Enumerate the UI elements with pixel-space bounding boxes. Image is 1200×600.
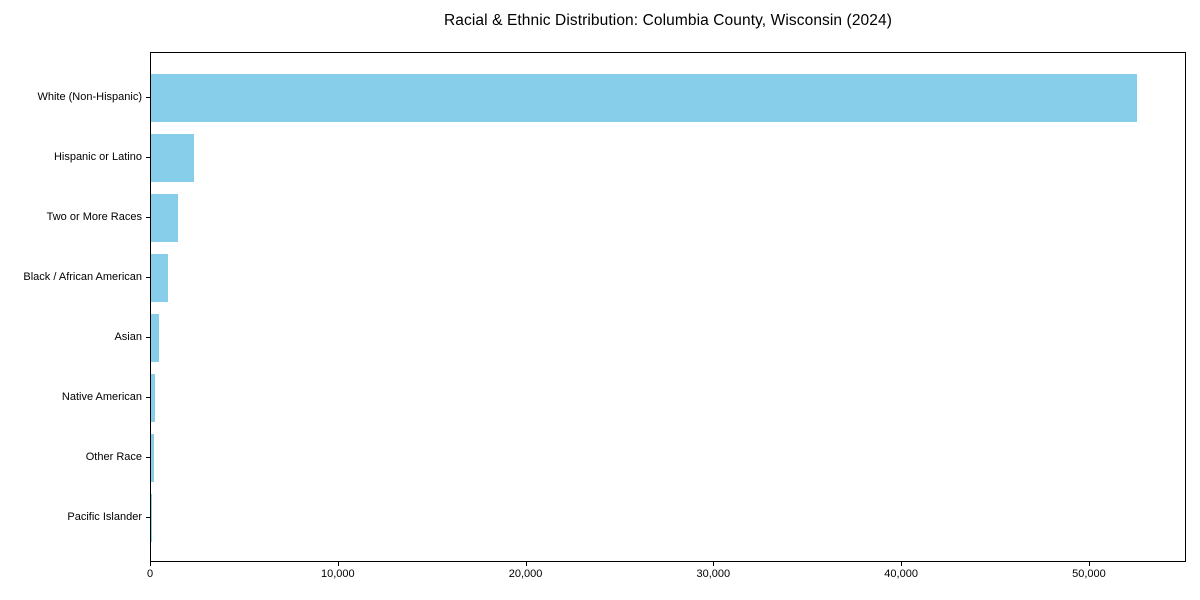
y-tick-mark (146, 337, 150, 338)
x-tick-mark (713, 562, 715, 566)
x-tick-label: 50,000 (1072, 568, 1106, 580)
x-tick-mark (337, 562, 339, 566)
y-axis-label: White (Non-Hispanic) (37, 91, 142, 103)
x-tick-label: 10,000 (320, 568, 355, 580)
x-tick-label: 0 (146, 568, 154, 580)
y-tick-mark (146, 157, 150, 158)
y-tick-mark (146, 517, 150, 518)
y-tick-mark (146, 97, 150, 98)
bar-white-non-hispanic (151, 74, 1137, 122)
x-tick-mark (901, 562, 903, 566)
y-tick-mark (146, 217, 150, 218)
y-tick-mark (146, 277, 150, 278)
x-tick-mark (150, 562, 151, 566)
bar-other-race (151, 434, 154, 482)
x-tick-label: 40,000 (884, 568, 918, 580)
x-tick-label: 30,000 (696, 568, 731, 580)
x-tick-label: 20,000 (508, 568, 543, 580)
bar-native-american (151, 374, 155, 422)
y-axis-label: Two or More Races (46, 211, 142, 223)
y-axis-label: Asian (114, 331, 142, 343)
x-tick-mark (525, 562, 527, 566)
y-axis-label: Other Race (85, 451, 142, 463)
bar-asian (151, 314, 159, 362)
plot-area (150, 52, 1186, 562)
y-axis-label: Native American (61, 391, 142, 403)
bar-black-african-american (151, 254, 168, 302)
bar-hispanic-or-latino (151, 134, 195, 182)
y-tick-mark (146, 397, 150, 398)
x-tick-mark (1088, 562, 1090, 566)
chart-title: Racial & Ethnic Distribution: Columbia C… (444, 12, 892, 29)
y-tick-mark (146, 457, 150, 458)
y-axis-label: Hispanic or Latino (53, 151, 142, 163)
y-axis-label: Black / African American (23, 271, 142, 283)
y-axis-label: Pacific Islander (67, 511, 142, 523)
bar-two-or-more-races (151, 194, 179, 242)
